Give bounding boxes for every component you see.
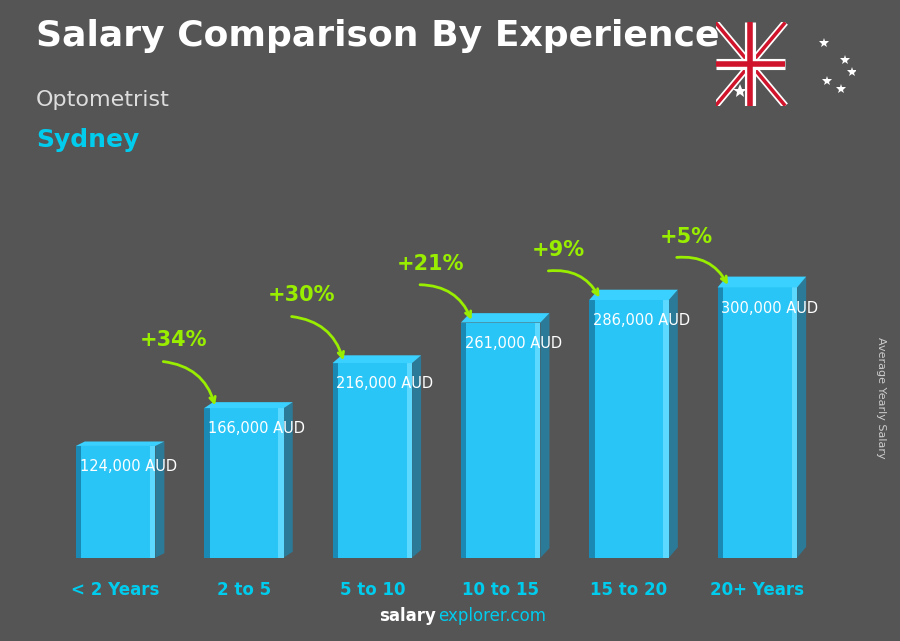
Text: +5%: +5% [661, 227, 714, 247]
Text: 261,000 AUD: 261,000 AUD [464, 336, 562, 351]
Polygon shape [717, 277, 806, 287]
Polygon shape [797, 277, 806, 558]
Text: 166,000 AUD: 166,000 AUD [208, 422, 305, 437]
Polygon shape [461, 313, 550, 322]
Text: 216,000 AUD: 216,000 AUD [337, 376, 434, 392]
Polygon shape [204, 402, 292, 408]
Polygon shape [76, 442, 165, 446]
Text: 2 to 5: 2 to 5 [217, 581, 271, 599]
Bar [149, 446, 156, 558]
Bar [278, 408, 284, 558]
Bar [461, 322, 466, 558]
Polygon shape [541, 313, 550, 558]
Text: < 2 Years: < 2 Years [71, 581, 160, 599]
Polygon shape [412, 355, 421, 558]
Text: Salary Comparison By Experience: Salary Comparison By Experience [36, 19, 719, 53]
Bar [76, 446, 156, 558]
Polygon shape [332, 355, 421, 363]
Bar [717, 287, 797, 558]
Bar [76, 446, 81, 558]
Bar [204, 408, 210, 558]
Text: 300,000 AUD: 300,000 AUD [722, 301, 819, 316]
Text: +9%: +9% [532, 240, 585, 260]
Text: explorer.com: explorer.com [438, 607, 546, 625]
Text: Average Yearly Salary: Average Yearly Salary [877, 337, 886, 458]
Text: +30%: +30% [268, 285, 336, 305]
Polygon shape [156, 442, 165, 558]
Bar [461, 322, 541, 558]
Polygon shape [284, 402, 292, 558]
Text: +34%: +34% [140, 331, 207, 351]
Text: salary: salary [380, 607, 436, 625]
Bar [535, 322, 541, 558]
Bar [590, 300, 595, 558]
Bar [663, 300, 669, 558]
Bar [204, 408, 284, 558]
Text: 20+ Years: 20+ Years [710, 581, 805, 599]
Text: Optometrist: Optometrist [36, 90, 170, 110]
Bar [332, 363, 412, 558]
Bar [590, 300, 669, 558]
Text: 286,000 AUD: 286,000 AUD [593, 313, 690, 328]
Text: 15 to 20: 15 to 20 [590, 581, 668, 599]
Bar [792, 287, 797, 558]
Bar [407, 363, 412, 558]
Bar [717, 287, 724, 558]
Polygon shape [590, 290, 678, 300]
Text: 10 to 15: 10 to 15 [463, 581, 539, 599]
Text: 5 to 10: 5 to 10 [339, 581, 405, 599]
Polygon shape [669, 290, 678, 558]
Text: 124,000 AUD: 124,000 AUD [80, 460, 176, 474]
Text: Sydney: Sydney [36, 128, 140, 152]
Bar [332, 363, 338, 558]
Text: +21%: +21% [396, 254, 464, 274]
